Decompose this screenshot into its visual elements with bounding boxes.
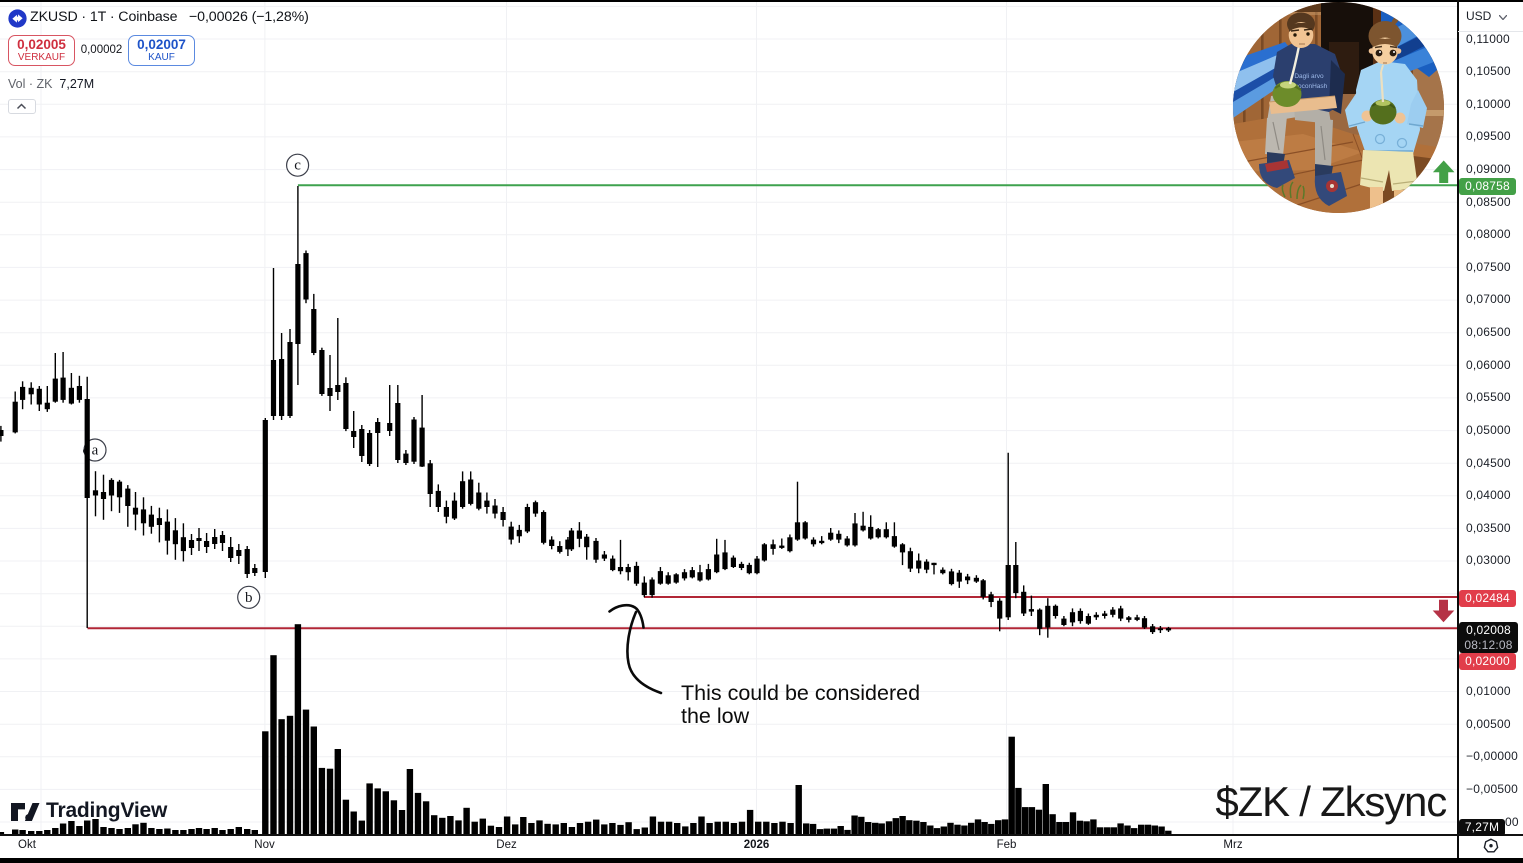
svg-text:the low: the low (681, 704, 750, 728)
svg-text:Dagli arvo: Dagli arvo (1294, 73, 1324, 80)
svg-text:c: c (294, 158, 301, 174)
svg-text:coconHash: coconHash (1295, 83, 1328, 90)
svg-text:This could be considered: This could be considered (681, 681, 920, 705)
svg-text:$ZK / Zksync: $ZK / Zksync (1215, 778, 1446, 825)
svg-text:a: a (92, 443, 99, 459)
svg-text:TradingView: TradingView (46, 799, 168, 822)
svg-text:b: b (245, 590, 253, 606)
